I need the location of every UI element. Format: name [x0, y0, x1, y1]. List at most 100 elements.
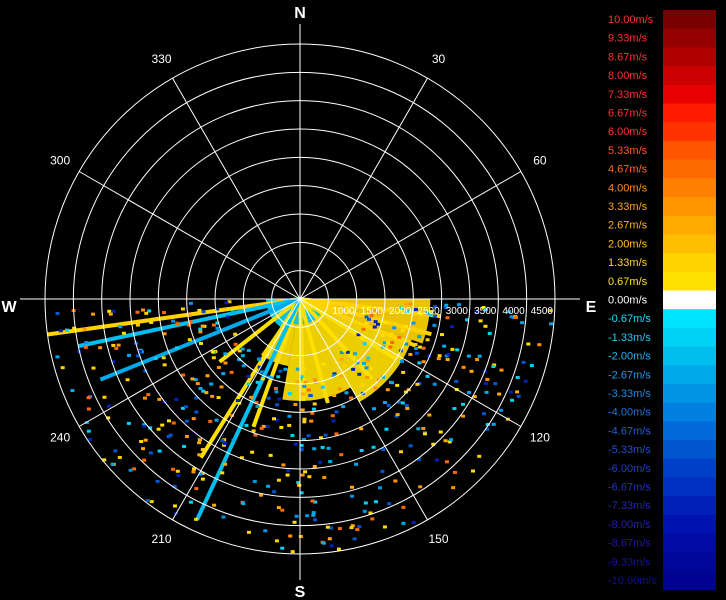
- echo-speckle: [279, 425, 284, 429]
- echo-speckle: [400, 401, 405, 405]
- azimuth-line: [172, 298, 301, 521]
- echo-speckle: [350, 485, 355, 489]
- colorbar-label: 5.33m/s: [608, 145, 648, 157]
- echo-speckle: [198, 472, 203, 476]
- echo-speckle: [275, 403, 280, 407]
- echo-speckle: [216, 396, 221, 400]
- echo-speckle: [86, 407, 91, 411]
- echo-speckle: [172, 484, 177, 488]
- echo-speckle: [143, 369, 148, 373]
- echo-speckle: [295, 367, 300, 371]
- echo-speckle: [312, 402, 317, 406]
- echo-speckle: [497, 392, 502, 396]
- colorbar-label: 4.00m/s: [608, 182, 648, 194]
- echo-speckle: [302, 384, 307, 388]
- echo-speckle: [352, 352, 357, 356]
- range-tick-label: 2000: [389, 306, 412, 317]
- echo-speckle: [421, 346, 426, 350]
- echo-speckle: [156, 427, 161, 431]
- echo-speckle: [387, 502, 392, 506]
- echo-speckle: [88, 437, 93, 441]
- echo-speckle: [216, 365, 221, 369]
- echo-speckle: [523, 379, 528, 383]
- echo-speckle: [145, 498, 150, 502]
- echo-speckle: [371, 445, 376, 449]
- echo-speckle: [364, 366, 369, 370]
- echo-speckle: [198, 341, 203, 345]
- echo-speckle: [332, 372, 337, 376]
- echo-speckle: [225, 315, 230, 319]
- echo-speckle: [416, 427, 421, 431]
- echo-speckle: [278, 369, 283, 373]
- echo-speckle: [380, 333, 385, 337]
- echo-speckle: [469, 369, 474, 373]
- echo-speckle: [485, 377, 490, 381]
- echo-speckle: [310, 411, 315, 415]
- echo-speckle: [311, 511, 316, 515]
- azimuth-line: [78, 298, 301, 427]
- colorbar-label: -1.33m/s: [608, 332, 651, 344]
- echo-speckle: [160, 423, 165, 427]
- echo-speckle: [111, 343, 116, 347]
- echo-speckle: [526, 342, 531, 346]
- echo-speckle: [454, 379, 459, 383]
- echo-speckle: [259, 493, 264, 497]
- echo-speckle: [184, 435, 189, 439]
- echo-speckle: [515, 375, 520, 379]
- echo-speckle: [362, 361, 367, 365]
- colorbar-label: -6.67m/s: [608, 482, 651, 494]
- echo-speckle: [398, 450, 403, 454]
- echo-speckle: [322, 476, 327, 480]
- echo-speckle: [392, 326, 397, 330]
- echo-speckle: [425, 338, 430, 342]
- velocity-ray: [299, 297, 417, 348]
- echo-speckle: [403, 390, 408, 394]
- echo-speckle: [201, 389, 206, 393]
- echo-speckle: [143, 438, 148, 442]
- echo-speckle: [515, 390, 520, 394]
- colorbar-swatch: [663, 346, 716, 366]
- colorbar-swatch: [663, 514, 716, 535]
- colorbar-label: 4.67m/s: [608, 164, 648, 176]
- colorbar-label: -7.33m/s: [608, 500, 651, 512]
- echo-speckle: [328, 526, 333, 530]
- echo-speckle: [472, 395, 477, 399]
- echo-speckle: [302, 420, 307, 424]
- colorbar-swatch: [663, 28, 716, 48]
- colorbar-swatch: [663, 66, 716, 86]
- colorbar-swatch: [663, 365, 716, 385]
- echo-speckle: [367, 317, 372, 321]
- colorbar-label: -9.33m/s: [608, 556, 651, 568]
- echo-speckle: [432, 382, 437, 386]
- echo-speckle: [208, 419, 213, 423]
- echo-speckle: [172, 504, 177, 508]
- echo-speckle: [224, 301, 229, 305]
- echo-speckle: [499, 368, 504, 372]
- echo-speckle: [381, 375, 386, 379]
- echo-speckle: [298, 534, 303, 538]
- range-tick-label: 3000: [446, 306, 469, 317]
- echo-speckle: [548, 309, 553, 313]
- colorbar-swatch: [663, 253, 716, 273]
- echo-speckle: [385, 388, 390, 392]
- echo-speckle: [351, 367, 356, 371]
- echo-speckle: [60, 366, 65, 370]
- echo-speckle: [166, 419, 171, 423]
- echo-speckle: [408, 444, 413, 448]
- echo-speckle: [320, 445, 325, 449]
- echo-speckle: [394, 414, 399, 418]
- compass-east-label: E: [586, 299, 597, 316]
- echo-speckle: [135, 323, 140, 327]
- echo-speckle: [471, 469, 476, 473]
- echo-speckle: [261, 424, 266, 428]
- echo-speckle: [478, 319, 483, 323]
- colorbar-label: -2.67m/s: [608, 369, 651, 381]
- echo-speckle: [198, 327, 203, 331]
- echo-speckle: [246, 349, 251, 353]
- echo-speckle: [221, 443, 226, 447]
- echo-speckle: [257, 365, 262, 369]
- echo-speckle: [142, 396, 147, 400]
- echo-speckle: [288, 534, 293, 538]
- echo-speckle: [174, 346, 179, 350]
- echo-speckle: [200, 471, 205, 475]
